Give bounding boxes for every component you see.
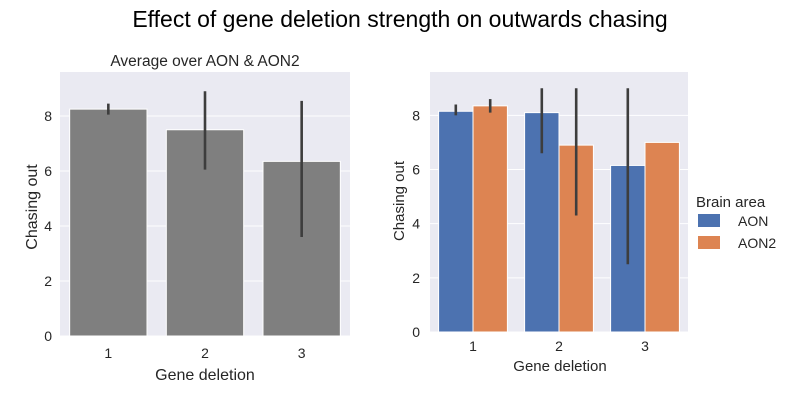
chart-average-title: Average over AON & AON2 xyxy=(110,53,299,70)
chart-by-brain-area-bar-aon2 xyxy=(644,141,680,333)
chart-average-x-label: Gene deletion xyxy=(155,367,255,384)
chart-by-brain-area-bar-aon2 xyxy=(472,105,508,333)
chart-average-y-tick-label: 2 xyxy=(44,273,52,289)
legend-title: Brain area xyxy=(696,194,766,211)
chart-average-y-tick-label: 0 xyxy=(44,328,52,344)
figure-title: Effect of gene deletion strength on outw… xyxy=(132,6,667,32)
legend-swatch-aon xyxy=(698,214,720,227)
chart-by-brain-area-bar-aon xyxy=(438,110,474,333)
chart-average: Average over AON & AON2 Gene deletion Ch… xyxy=(24,53,350,384)
chart-by-brain-area-y-tick-label: 0 xyxy=(412,324,420,340)
chart-average-bar-mean xyxy=(69,108,148,337)
chart-by-brain-area-y-tick-label: 4 xyxy=(412,216,420,232)
chart-average-x-tick-label: 2 xyxy=(201,345,209,361)
legend: Brain area AON AON2 xyxy=(696,194,776,251)
chart-average-y-tick-label: 4 xyxy=(44,218,52,234)
legend-label-aon2: AON2 xyxy=(738,235,776,251)
chart-average-y-tick-label: 6 xyxy=(44,163,52,179)
chart-average-y-label: Chasing out xyxy=(24,164,41,250)
chart-by-brain-area-x-tick-label: 1 xyxy=(469,338,477,354)
chart-by-brain-area-y-tick-label: 6 xyxy=(412,162,420,178)
chart-by-brain-area-y-tick-label: 8 xyxy=(412,107,420,123)
chart-by-brain-area-x-tick-label: 3 xyxy=(641,338,649,354)
chart-by-brain-area-y-tick-label: 2 xyxy=(412,270,420,286)
chart-average-x-tick-label: 3 xyxy=(298,345,306,361)
legend-swatch-aon2 xyxy=(698,236,720,249)
chart-by-brain-area-x-label: Gene deletion xyxy=(513,358,606,375)
legend-label-aon: AON xyxy=(738,213,768,229)
chart-by-brain-area: Gene deletion Chasing out 0 2 4 6 8 1 2 3 Brain… xyxy=(391,72,776,375)
chart-average-y-tick-label: 8 xyxy=(44,108,52,124)
chart-by-brain-area-x-tick-label: 2 xyxy=(555,338,563,354)
chart-average-x-tick-label: 1 xyxy=(104,345,112,361)
chart-by-brain-area-y-label: Chasing out xyxy=(391,160,408,241)
